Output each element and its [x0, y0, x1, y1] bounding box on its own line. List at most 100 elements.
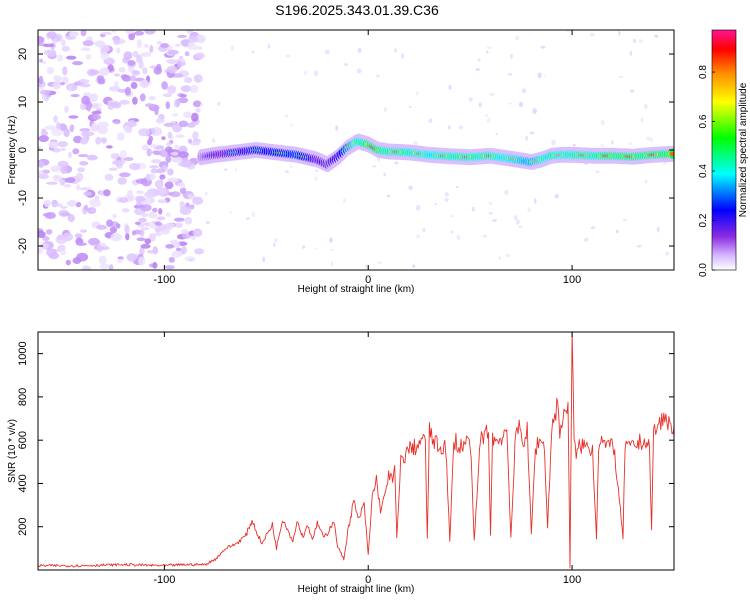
noise-blob [106, 145, 113, 149]
background-speckle [315, 169, 319, 173]
noise-blob [123, 51, 133, 60]
background-speckle [572, 143, 576, 147]
background-speckle [488, 212, 493, 215]
noise-blob [128, 32, 136, 41]
noise-blob [98, 255, 107, 265]
background-speckle [335, 125, 339, 131]
background-speckle [314, 176, 319, 181]
noise-blob [138, 128, 150, 137]
noise-blob [68, 199, 77, 207]
noise-blob [38, 36, 45, 44]
noise-blob [117, 177, 127, 185]
noise-blob [187, 35, 199, 43]
background-speckle [273, 242, 276, 247]
noise-blob [43, 49, 53, 55]
background-speckle [302, 245, 305, 249]
noise-blob [56, 234, 65, 241]
noise-blob [180, 187, 187, 195]
noise-blob [184, 77, 193, 84]
noise-blob [190, 141, 201, 146]
noise-blob [136, 190, 144, 195]
colorbar-label: Normalized spectral amplitude [738, 82, 749, 217]
noise-blob [124, 157, 134, 161]
background-speckle [518, 225, 523, 228]
background-speckle [551, 139, 556, 146]
noise-blob [79, 128, 91, 132]
snr-y-tick-label: 600 [17, 431, 29, 449]
noise-blob [167, 131, 173, 139]
noise-blob [138, 256, 146, 266]
background-speckle [329, 237, 333, 243]
background-speckle [633, 38, 636, 44]
background-speckle [444, 192, 449, 197]
noise-blob [95, 136, 102, 145]
background-speckle [532, 108, 537, 114]
noise-blob [144, 30, 156, 35]
noise-blob [121, 74, 132, 82]
noise-blob [159, 174, 166, 180]
background-speckle [245, 217, 250, 221]
background-speckle [408, 185, 413, 191]
noise-blob [45, 181, 58, 185]
background-speckle [533, 198, 537, 204]
noise-blob [38, 160, 44, 169]
noise-blob [139, 246, 145, 256]
noise-blob [72, 148, 80, 155]
noise-blob [45, 229, 53, 235]
noise-blob [189, 84, 199, 93]
background-speckle [383, 172, 386, 177]
noise-blob [136, 237, 146, 242]
noise-blob [177, 34, 188, 38]
noise-blob [59, 205, 68, 209]
noise-blob [192, 196, 204, 205]
noise-blob [64, 105, 69, 114]
snr-x-tick-label: -100 [153, 574, 175, 586]
background-speckle [416, 234, 421, 239]
background-speckle [313, 70, 318, 77]
noise-blob [139, 79, 150, 89]
spectrogram-x-ticks: -100 0 100 [153, 30, 581, 286]
noise-blob [187, 138, 193, 144]
noise-blob [126, 253, 138, 262]
background-speckle [510, 53, 513, 60]
noise-blob [81, 95, 90, 105]
background-speckle [628, 142, 632, 145]
noise-blob [77, 242, 88, 246]
background-speckle [615, 229, 619, 234]
chart-title: S196.2025.343.01.39.C36 [275, 2, 439, 18]
noise-blob [125, 30, 134, 35]
spectrogram-x-axis-label: Height of straight line (km) [298, 284, 415, 295]
noise-blob [130, 75, 137, 82]
background-speckle [656, 226, 660, 232]
noise-blob [145, 103, 154, 107]
background-speckle [394, 48, 397, 53]
background-speckle [262, 256, 266, 262]
noise-blob [149, 165, 160, 169]
noise-blob [186, 30, 194, 34]
noise-blob [192, 100, 202, 108]
noise-blob [100, 31, 113, 35]
noise-blob [141, 144, 149, 151]
spectrogram-x-tick-label: 100 [563, 274, 581, 286]
snr-y-tick-label: 400 [17, 474, 29, 492]
noise-blob [62, 232, 74, 242]
background-speckle [525, 135, 529, 141]
noise-blob [44, 212, 56, 219]
noise-blob [136, 39, 142, 49]
background-speckle [357, 47, 362, 54]
noise-blob [174, 98, 180, 108]
noise-blob [144, 43, 149, 49]
noise-blob [70, 94, 80, 98]
noise-blob [103, 189, 111, 197]
noise-blob [154, 221, 162, 226]
noise-blob [190, 112, 199, 122]
noise-blob [140, 226, 150, 231]
background-speckle [618, 75, 624, 79]
noise-blob [118, 66, 126, 73]
noise-blob [68, 84, 73, 92]
noise-blob [84, 204, 89, 212]
background-speckle [654, 34, 659, 38]
noise-blob [52, 81, 61, 90]
noise-blob [38, 146, 42, 150]
noise-blob [152, 246, 159, 255]
